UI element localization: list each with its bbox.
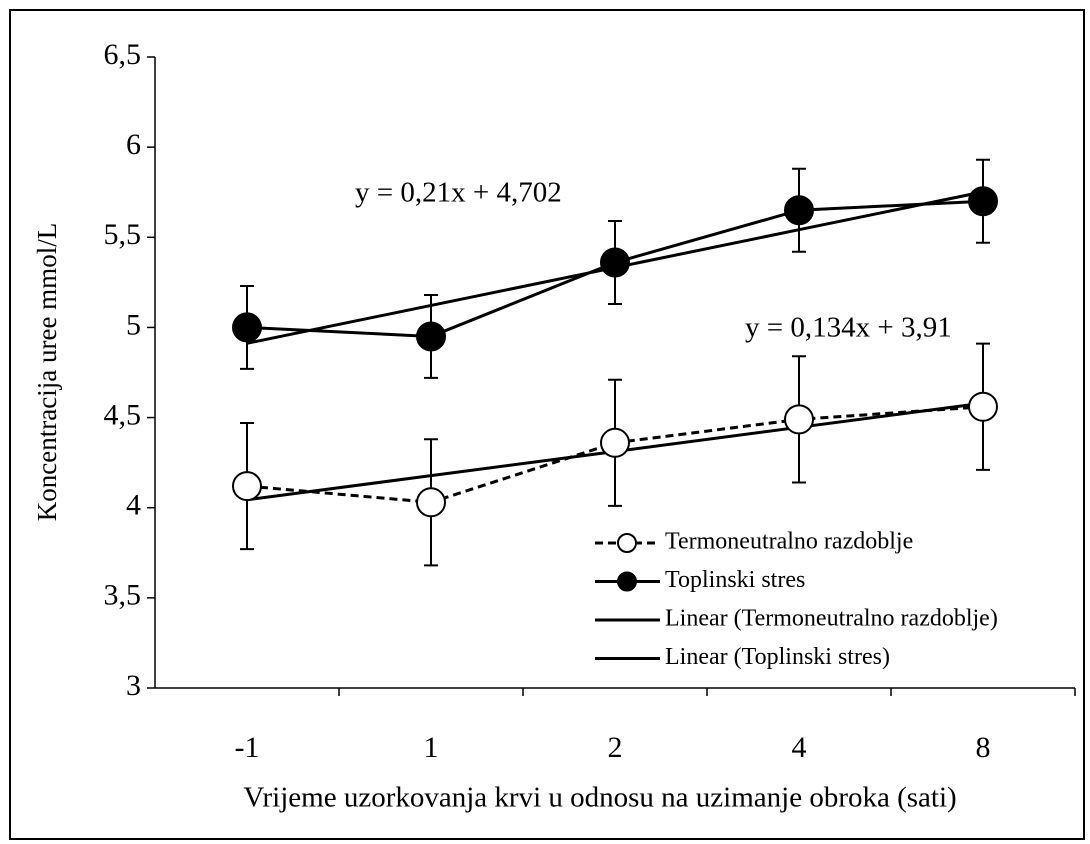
marker [784,404,814,435]
x-tick-label: 1 [424,731,439,764]
legend-label: Linear (Termoneutralno razdoblje) [665,606,998,632]
legend-marker [617,533,637,553]
marker [416,487,446,518]
y-tick-label: 4,5 [104,398,142,431]
legend-marker [617,571,637,592]
x-tick-label: 8 [976,731,991,764]
legend-label: Termoneutralno razdoblje [665,529,913,555]
y-tick-label: 3 [126,669,141,702]
marker [232,471,262,502]
legend-label: Linear (Toplinski stres) [665,644,890,670]
x-tick-label: -1 [235,731,260,764]
y-tick-label: 5 [126,308,141,341]
marker [784,195,814,226]
marker [232,312,262,343]
marker [968,391,998,422]
frame [9,9,1085,840]
y-tick-label: 4 [126,489,141,522]
x-axis-label: Vrijeme uzorkovanja krvi u odnosu na uzi… [243,782,956,814]
annotation: y = 0,134x + 3,91 [745,312,952,344]
y-axis-label: Koncentracija uree mmol/L [32,223,62,521]
y-tick-label: 6 [126,128,141,161]
y-tick-label: 3,5 [104,579,142,612]
x-tick-label: 4 [792,731,807,764]
marker [968,186,998,217]
marker [416,321,446,352]
marker [600,247,630,278]
marker [600,427,630,458]
y-tick-label: 5,5 [104,218,142,251]
annotation: y = 0,21x + 4,702 [355,177,562,209]
x-tick-label: 2 [608,731,623,764]
legend-label: Toplinski stres [665,567,805,593]
y-tick-label: 6,5 [104,38,142,71]
